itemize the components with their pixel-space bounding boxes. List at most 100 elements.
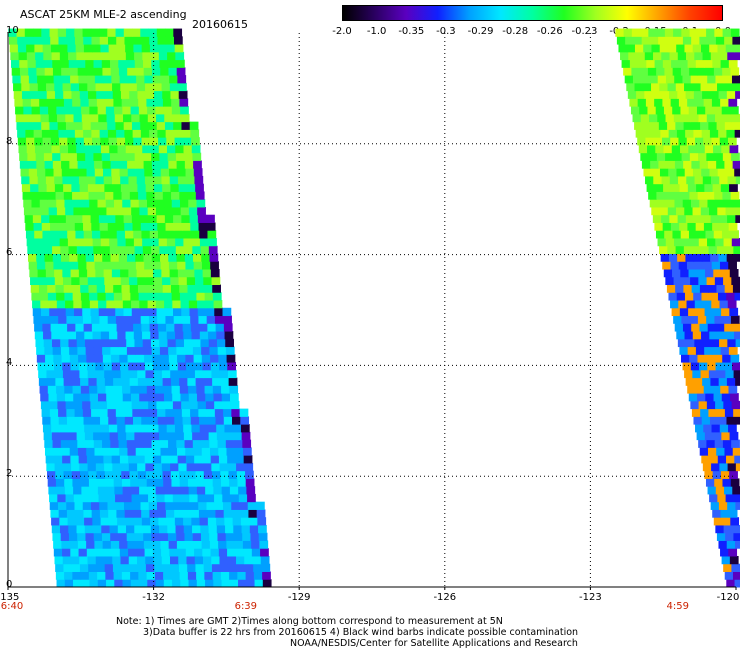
heatmap-cell [719,51,728,61]
heatmap-cell [722,354,731,363]
heatmap-cell [90,28,100,37]
heatmap-cell [84,51,94,61]
colorbar-tick-label: -1.0 [366,26,387,37]
heatmap-cell [28,168,38,177]
heatmap-cell [181,408,191,417]
heatmap-cell [99,509,109,518]
heatmap-cell [177,75,187,84]
heatmap-cell [240,424,250,433]
heatmap-cell [156,501,166,510]
heatmap-cell [142,237,151,247]
heatmap-cell [57,493,67,503]
heatmap-cell [199,416,208,425]
heatmap-cell [145,563,155,572]
heatmap-cell [25,36,35,45]
heatmap-cell [38,183,48,192]
heatmap-cell [186,269,195,278]
heatmap-cell [657,237,667,247]
heatmap-cell [629,59,639,68]
heatmap-cell [158,44,167,53]
heatmap-cell [143,346,153,355]
heatmap-cell [107,129,117,138]
heatmap-cell [200,532,210,541]
heatmap-cell [653,51,662,61]
heatmap-cell [66,28,75,37]
heatmap-cell [53,548,63,557]
heatmap-cell [128,462,138,472]
heatmap-cell [48,393,58,402]
heatmap-cell [103,175,113,185]
heatmap-cell [101,152,111,161]
heatmap-cell [44,59,53,68]
heatmap-cell [167,338,177,348]
heatmap-cell [186,276,196,286]
heatmap-cell [81,106,90,115]
heatmap-cell [91,129,101,138]
heatmap-cell [41,28,51,37]
heatmap-cell [730,393,739,402]
heatmap-cell [198,315,208,324]
heatmap-cell [180,199,189,208]
heatmap-cell [222,493,232,503]
heatmap-cell [129,470,139,479]
heatmap-cell [89,292,98,301]
heatmap-cell [51,338,61,348]
heatmap-cell [93,524,102,534]
heatmap-cell [707,237,716,247]
heatmap-cell [137,555,146,565]
heatmap-cell [74,408,84,417]
heatmap-cell [52,160,62,169]
heatmap-cell [719,300,729,309]
heatmap-cell [196,478,205,487]
heatmap-cell [83,509,93,518]
heatmap-cell [151,152,160,161]
heatmap-cell [117,431,127,441]
heatmap-cell [726,292,735,301]
heatmap-cell [236,555,245,565]
heatmap-cell [628,51,638,61]
heatmap-cell [260,548,269,557]
heatmap-cell [64,579,74,588]
heatmap-cell [104,369,113,379]
heatmap-cell [73,113,83,123]
heatmap-cell [212,284,221,293]
heatmap-cell [173,222,183,231]
heatmap-cell [249,517,258,526]
heatmap-cell [124,408,133,417]
heatmap-cell [145,369,155,379]
heatmap-cell [140,222,150,231]
heatmap-cell [40,300,50,309]
heatmap-cell [190,129,200,138]
heatmap-cell [47,199,57,208]
heatmap-cell [169,168,178,177]
heatmap-cell [170,284,180,293]
heatmap-cell [80,199,90,208]
heatmap-cell [194,369,204,379]
heatmap-cell [163,579,173,588]
heatmap-cell [133,424,143,433]
heatmap-cell [140,129,150,138]
heatmap-cell [175,51,185,61]
heatmap-cell [732,571,740,580]
heatmap-cell [62,362,72,371]
heatmap-cell [207,509,216,518]
heatmap-cell [117,237,127,247]
heatmap-cell [684,82,693,92]
heatmap-cell [57,121,67,130]
heatmap-cell [641,160,651,169]
heatmap-cell [166,237,176,247]
heatmap-cell [84,524,94,534]
heatmap-cell [129,98,139,107]
heatmap-cell [723,524,733,534]
heatmap-cell [240,517,250,526]
heatmap-cell [199,230,208,239]
heatmap-cell [155,292,164,301]
heatmap-cell [669,90,678,99]
heatmap-cell [203,555,212,565]
heatmap-cell [678,137,688,146]
heatmap-cell [47,292,57,301]
heatmap-cell [223,501,232,510]
heatmap-cell [182,222,191,231]
heatmap-cell [154,571,164,580]
heatmap-cell [226,540,236,549]
